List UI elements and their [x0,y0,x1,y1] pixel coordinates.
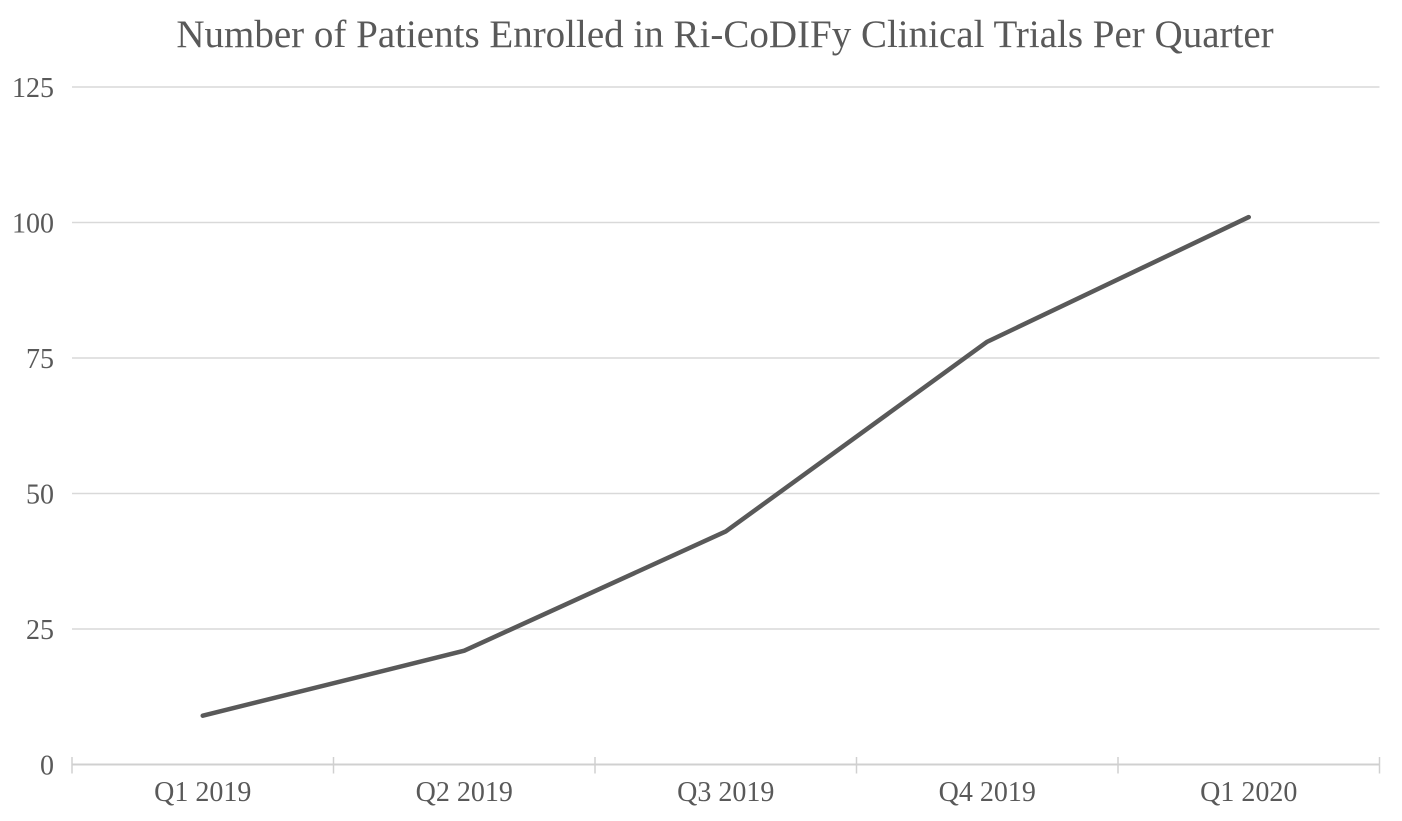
chart-title: Number of Patients Enrolled in Ri-CoDIFy… [176,13,1273,56]
y-axis-tick-label: 0 [40,751,54,782]
x-axis-tick-label: Q3 2019 [677,777,774,808]
y-axis-tick-label: 50 [26,480,54,511]
y-axis-tick-label: 75 [26,344,54,375]
x-axis-labels: Q1 2019 Q2 2019 Q3 2019 Q4 2019 Q1 2020 [154,777,1297,808]
x-axis-tick-label: Q1 2019 [154,777,251,808]
data-series [200,214,1251,718]
x-axis-tick-label: Q2 2019 [416,777,513,808]
y-axis-tick-label: 100 [12,209,54,240]
x-axis [71,757,1381,774]
gridlines [72,86,1380,630]
y-axis-labels: 0 25 50 75 100 125 [12,73,54,782]
data-line [200,214,1251,718]
y-axis-tick-label: 25 [26,615,54,646]
y-axis-tick-label: 125 [12,73,54,104]
x-axis-tick-label: Q4 2019 [939,777,1036,808]
x-axis-tick-label: Q1 2020 [1200,777,1297,808]
